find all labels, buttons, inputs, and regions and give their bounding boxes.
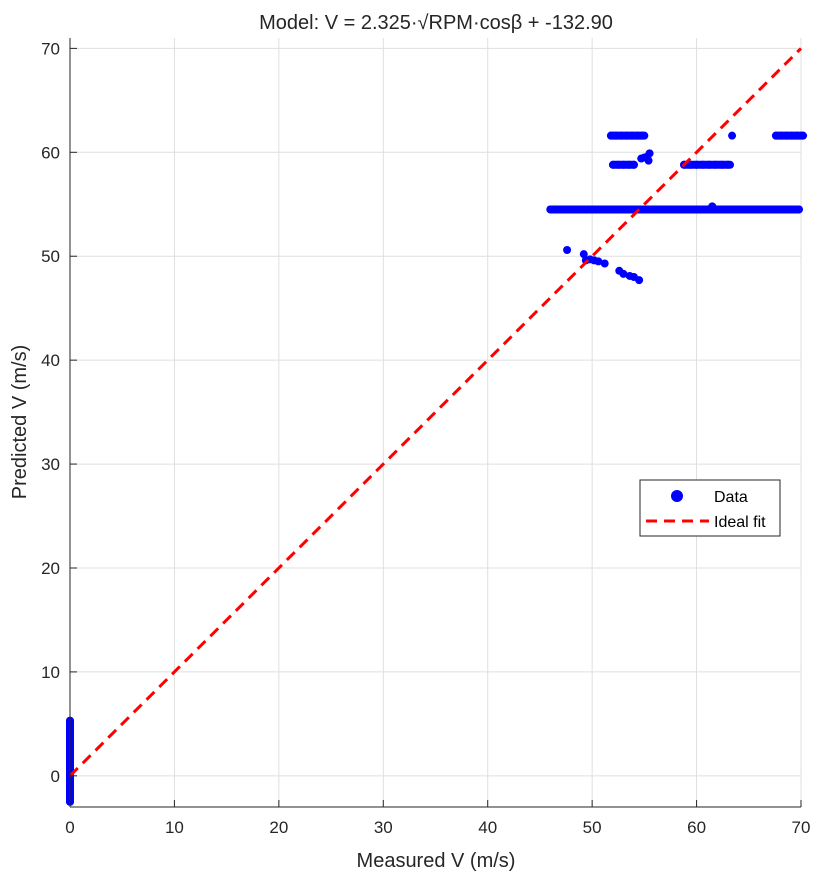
y-tick-label: 60	[41, 143, 60, 162]
data-point	[556, 205, 565, 214]
y-axis-label: Predicted V (m/s)	[9, 345, 31, 499]
data-point	[619, 205, 628, 214]
data-point	[644, 156, 653, 165]
y-tick-label: 10	[41, 663, 60, 682]
x-tick-label: 20	[269, 818, 288, 837]
x-tick-label: 50	[583, 818, 602, 837]
data-point	[629, 160, 638, 169]
y-tick-label: 0	[51, 767, 60, 786]
y-tick-label: 20	[41, 559, 60, 578]
y-tick-label: 50	[41, 247, 60, 266]
data-point	[645, 149, 654, 158]
data-point	[692, 160, 701, 169]
y-tick-label: 70	[41, 39, 60, 58]
data-point	[682, 205, 691, 214]
y-tick-label: 40	[41, 351, 60, 370]
data-point	[567, 205, 576, 214]
legend-fit-label: Ideal fit	[714, 514, 766, 531]
data-point	[744, 205, 753, 214]
chart-title: Model: V = 2.325·√RPM·cosβ + -132.90	[259, 12, 613, 34]
data-point	[600, 259, 609, 268]
data-point	[661, 205, 670, 214]
legend-data-marker	[671, 490, 683, 502]
data-point	[717, 160, 726, 169]
data-point	[723, 160, 732, 169]
data-point	[619, 269, 628, 278]
ideal-fit-line	[68, 47, 803, 777]
data-point	[692, 205, 701, 214]
data-point	[698, 160, 707, 169]
data-point	[638, 131, 647, 140]
x-tick-label: 0	[65, 818, 74, 837]
data-point	[594, 257, 603, 266]
data-point	[798, 131, 807, 140]
x-tick-label: 40	[478, 818, 497, 837]
data-point	[598, 205, 607, 214]
data-point	[786, 205, 795, 214]
ideal-fit-layer	[68, 47, 803, 777]
data-layer	[66, 131, 808, 806]
axes-layer: 0 10 20 30 40 50 60 70 0 10 20 30 40 50 60 70	[41, 38, 810, 837]
x-axis-label: Measured V (m/s)	[357, 850, 516, 872]
legend: Data Ideal fit	[639, 479, 781, 537]
data-point	[546, 205, 555, 214]
data-point	[635, 276, 644, 285]
grid-layer	[69, 38, 802, 807]
x-tick-label: 60	[687, 818, 706, 837]
data-point	[728, 131, 737, 140]
data-point	[577, 205, 586, 214]
data-point	[579, 250, 588, 259]
legend-data-label: Data	[714, 489, 748, 506]
x-tick-label: 70	[792, 818, 811, 837]
data-point	[723, 205, 732, 214]
data-point	[686, 160, 695, 169]
data-point	[640, 205, 649, 214]
x-tick-label: 30	[374, 818, 393, 837]
data-point	[711, 160, 720, 169]
data-point	[765, 205, 774, 214]
data-point	[705, 160, 714, 169]
data-point	[755, 205, 764, 214]
data-point	[588, 205, 597, 214]
data-point	[609, 205, 618, 214]
y-tick-label: 30	[41, 455, 60, 474]
data-point	[776, 205, 785, 214]
data-point	[563, 245, 572, 254]
data-point	[650, 205, 659, 214]
data-point	[734, 205, 743, 214]
data-point	[703, 205, 712, 214]
data-point	[794, 205, 803, 214]
data-point	[713, 205, 722, 214]
x-tick-label: 10	[165, 818, 184, 837]
legend-box	[639, 479, 781, 537]
data-point	[671, 205, 680, 214]
